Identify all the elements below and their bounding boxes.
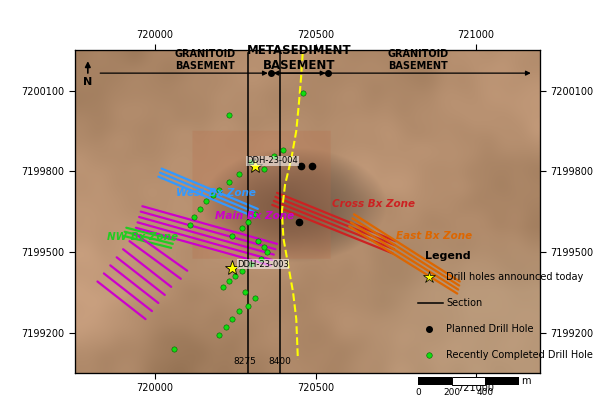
Text: Recently Completed Drill Hole: Recently Completed Drill Hole <box>446 350 593 360</box>
Text: Drill holes announced today: Drill holes announced today <box>446 272 584 282</box>
Text: 8400: 8400 <box>269 357 292 366</box>
Text: Legend: Legend <box>425 251 471 261</box>
Text: 400: 400 <box>477 388 494 397</box>
Text: N: N <box>83 77 92 87</box>
Text: GRANITOID
BASEMENT: GRANITOID BASEMENT <box>388 49 449 71</box>
Text: 200: 200 <box>443 388 460 397</box>
Text: Planned Drill Hole: Planned Drill Hole <box>446 323 534 334</box>
Bar <box>418 377 452 385</box>
Text: DDH-23-003: DDH-23-003 <box>237 260 289 269</box>
Text: DDH-23-004: DDH-23-004 <box>247 156 298 165</box>
Text: West Bx Zone: West Bx Zone <box>176 188 256 198</box>
Text: NW Bx Zone: NW Bx Zone <box>107 232 178 242</box>
Text: Main Bx Zone: Main Bx Zone <box>215 211 294 221</box>
Text: Cross Bx Zone: Cross Bx Zone <box>332 199 415 209</box>
Text: East Bx Zone: East Bx Zone <box>396 231 472 241</box>
Text: m: m <box>521 376 530 386</box>
Text: 0: 0 <box>415 388 421 397</box>
Text: METASEDIMENT
BASEMENT: METASEDIMENT BASEMENT <box>247 44 352 72</box>
Text: 8275: 8275 <box>233 357 256 366</box>
Text: Section: Section <box>446 297 482 308</box>
Bar <box>452 377 485 385</box>
Text: GRANITOID
BASEMENT: GRANITOID BASEMENT <box>175 49 235 71</box>
Bar <box>485 377 519 385</box>
